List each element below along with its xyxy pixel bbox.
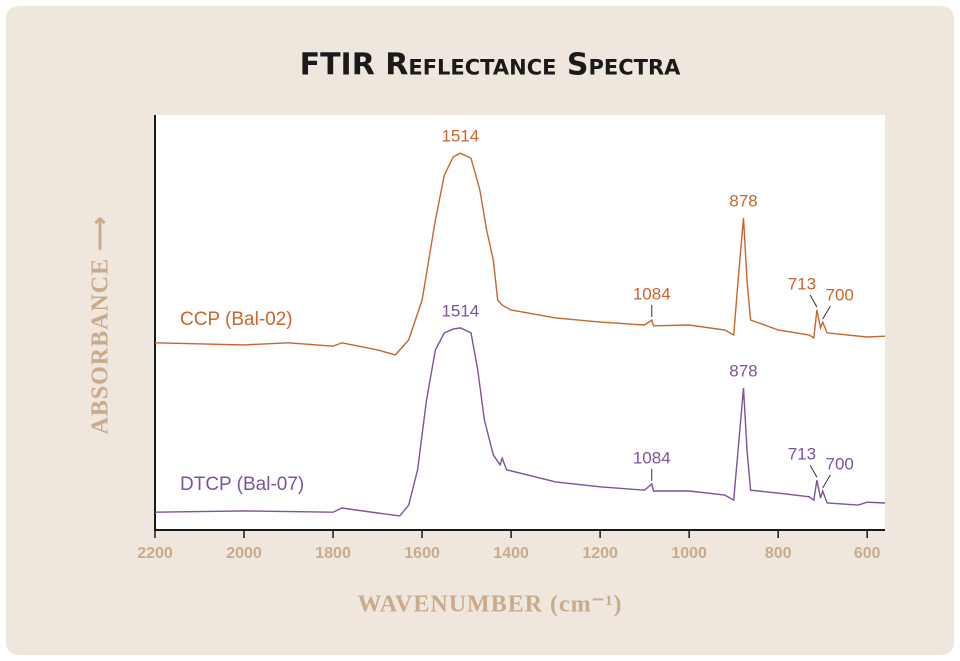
peak-label: 1084 — [633, 284, 671, 303]
peak-label: 713 — [788, 445, 816, 464]
peak-leader — [809, 294, 818, 308]
peak-label: 700 — [825, 286, 853, 305]
peak-label: 1514 — [441, 127, 479, 146]
series-label: DTCP (Bal-07) — [180, 474, 304, 495]
peak-leader — [809, 464, 818, 478]
y-axis-label: ABSORBANCE ⟶ — [88, 215, 114, 434]
x-tick-label: 2000 — [226, 545, 262, 562]
chart-title: FTIR Reflectance Spectra — [300, 48, 682, 83]
x-tick-label: 1400 — [493, 545, 529, 562]
x-tick-label: 1200 — [582, 545, 618, 562]
spectrum-line — [154, 152, 886, 356]
series-label: CCP (Bal-02) — [180, 309, 293, 330]
x-tick-label: 2200 — [137, 545, 173, 562]
peak-label: 878 — [729, 191, 757, 210]
x-tick-label: 1800 — [315, 545, 351, 562]
spectrum-line — [154, 327, 886, 517]
x-tick-label: 1000 — [671, 545, 707, 562]
peak-label: 1084 — [633, 448, 671, 467]
peak-leader — [822, 474, 831, 489]
peak-label: 700 — [825, 454, 853, 473]
x-tick-label: 800 — [765, 545, 792, 562]
x-tick-label: 1600 — [404, 545, 440, 562]
peak-label: 1514 — [441, 301, 479, 320]
peak-label: 878 — [729, 362, 757, 381]
x-tick-label: 600 — [854, 545, 881, 562]
peak-label: 713 — [788, 275, 816, 294]
peak-leader — [822, 305, 831, 320]
plot-area — [155, 115, 885, 530]
x-axis-label: WAVENUMBER (cm⁻¹) — [357, 592, 622, 618]
